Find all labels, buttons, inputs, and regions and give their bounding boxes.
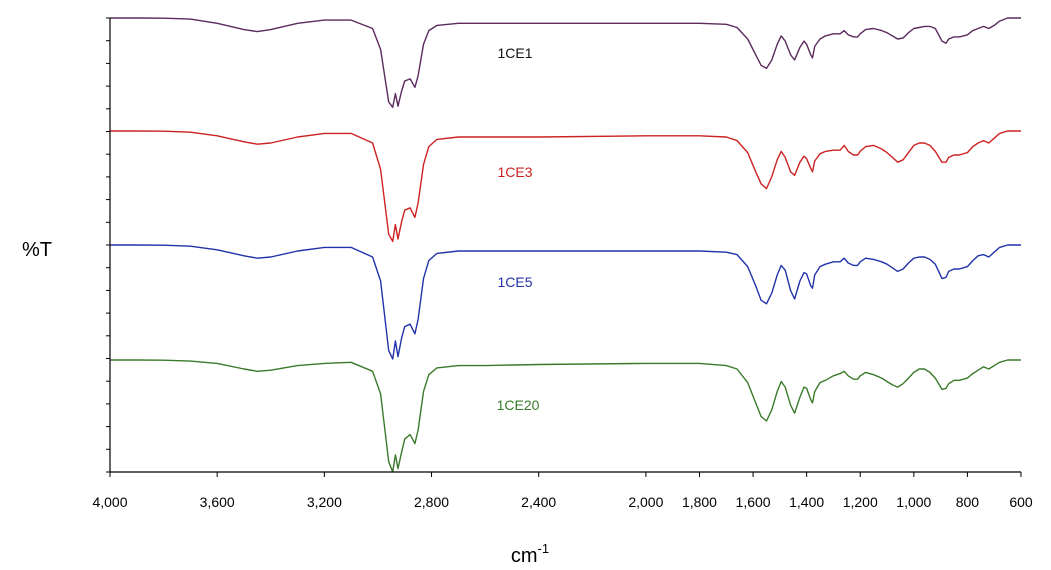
series-group: 1CE1 1CE3 1CE5 1CE20 (110, 17, 1021, 473)
x-tick-label: 1,200 (843, 494, 878, 510)
y-axis-ticks (106, 17, 110, 473)
x-axis-label-base: cm (511, 545, 538, 567)
series-label-1ce3: 1CE3 (497, 164, 532, 180)
x-axis-label-exponent: -1 (538, 541, 550, 556)
series-line-1ce1 (110, 17, 1021, 108)
x-tick-label: 2,400 (521, 494, 556, 510)
x-tick-label: 4,000 (92, 494, 127, 510)
x-axis-ticks: 4,000 3,600 3,200 2,800 2,400 2,000 1,800 1,600… (92, 472, 1033, 510)
series-label-1ce1: 1CE1 (497, 45, 532, 61)
y-axis-label: %T (22, 239, 52, 261)
x-tick-label: 1,800 (682, 494, 717, 510)
x-tick-label: 3,200 (307, 494, 342, 510)
x-tick-label: 800 (956, 494, 980, 510)
series-label-1ce20: 1CE20 (497, 397, 540, 413)
series-line-1ce20 (110, 359, 1021, 473)
x-tick-label: 2,800 (414, 494, 449, 510)
x-tick-label: 600 (1009, 494, 1033, 510)
series-label-1ce5: 1CE5 (497, 274, 532, 290)
x-tick-label: 1,600 (736, 494, 771, 510)
series-line-1ce3 (110, 130, 1021, 243)
x-tick-label: 3,600 (200, 494, 235, 510)
x-tick-label: 1,000 (896, 494, 931, 510)
x-tick-label: 1,400 (789, 494, 824, 510)
series-line-1ce5 (110, 244, 1021, 360)
x-tick-label: 2,000 (628, 494, 663, 510)
x-axis-label: cm-1 (511, 541, 549, 567)
